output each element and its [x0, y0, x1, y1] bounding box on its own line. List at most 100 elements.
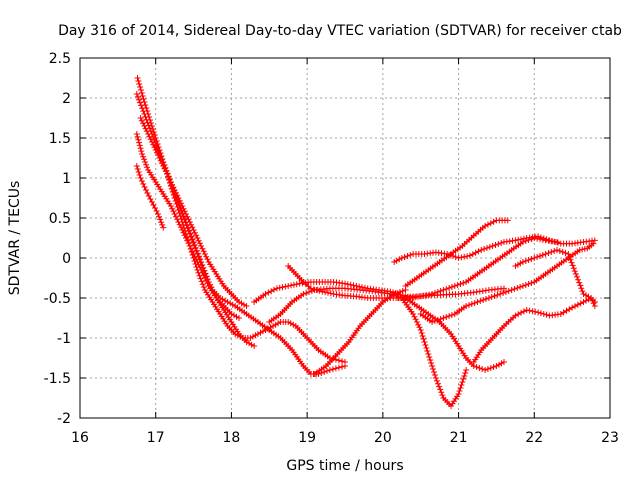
x-axis-label: GPS time / hours: [286, 458, 403, 474]
data-point-markers: [137, 175, 148, 190]
data-point-markers: [315, 347, 331, 360]
data-point-markers: [485, 285, 504, 293]
data-point-markers: [134, 75, 147, 102]
data-point-markers: [141, 111, 154, 135]
data-point-markers: [175, 195, 188, 215]
y-tick-label: 2.5: [49, 51, 71, 67]
data-point-markers: [497, 248, 513, 261]
data-point-markers: [175, 219, 188, 239]
data-point-markers: [183, 211, 196, 231]
data-point-markers: [171, 195, 185, 222]
x-tick-label: 16: [71, 430, 89, 446]
data-point-markers: [440, 312, 455, 321]
data-point-markers: [273, 283, 289, 292]
data-point-markers: [485, 256, 501, 269]
data-point-markers: [220, 303, 233, 315]
series-sat-i: [266, 285, 470, 409]
data-point-markers: [148, 123, 162, 150]
data-point-markers: [512, 308, 527, 319]
y-tick-label: 0: [62, 251, 71, 267]
series-sat-k: [391, 233, 598, 265]
data-point-markers: [470, 363, 486, 372]
data-point-markers: [228, 291, 241, 303]
data-point-marker: [236, 315, 242, 321]
data-point-markers: [417, 291, 433, 300]
data-point-markers: [133, 163, 143, 178]
data-point-marker: [590, 240, 597, 247]
data-point-marker: [554, 239, 560, 245]
chart-title: Day 316 of 2014, Sidereal Day-to-day VTE…: [58, 23, 622, 39]
data-point-markers: [429, 316, 444, 325]
data-point-markers: [402, 295, 418, 308]
data-point-markers: [580, 296, 592, 305]
series-sat-e: [133, 163, 167, 231]
data-point-markers: [391, 288, 406, 297]
data-point-markers: [425, 351, 438, 378]
x-tick-label: 18: [223, 430, 241, 446]
y-tick-label: 1.5: [49, 131, 71, 147]
data-point-markers: [463, 300, 478, 309]
data-point-markers: [379, 292, 395, 305]
data-point-markers: [300, 363, 312, 375]
data-point-markers: [470, 224, 486, 239]
data-point-markers: [391, 256, 403, 265]
data-point-markers: [152, 179, 165, 195]
data-point-markers: [463, 272, 479, 285]
data-point-marker: [243, 303, 250, 309]
data-point-markers: [289, 292, 305, 305]
x-tick-label: 22: [525, 430, 543, 446]
data-point-markers: [440, 284, 455, 293]
data-point-markers: [213, 295, 225, 307]
data-point-marker: [591, 299, 598, 305]
data-point-markers: [292, 323, 305, 335]
data-point-markers: [198, 267, 211, 287]
data-point-marker: [463, 367, 470, 373]
data-point-markers: [292, 271, 305, 283]
y-axis-label: SDTVAR / TECUs: [7, 181, 23, 296]
data-point-markers: [289, 347, 305, 367]
data-point-markers: [448, 244, 464, 257]
data-point-markers: [584, 242, 595, 252]
data-point-markers: [266, 327, 282, 340]
data-point-markers: [508, 240, 524, 253]
y-tick-label: -0.5: [44, 291, 71, 307]
data-point-markers: [482, 218, 497, 229]
data-point-markers: [474, 296, 489, 305]
series-sat-a: [134, 75, 348, 365]
data-point-markers: [554, 247, 569, 256]
axis-ticks: 16 17 18 19 20 21 22 23 2.5 2 1.5 1 0.5 0 -0.5 -1 -1.5 -2: [44, 51, 619, 446]
series-line: [136, 77, 346, 363]
data-point-markers: [243, 311, 259, 324]
data-point-markers: [455, 289, 474, 297]
data-point-markers: [243, 339, 255, 348]
series-sat-l: [402, 217, 511, 289]
data-point-markers: [436, 252, 452, 265]
data-point-markers: [307, 339, 320, 351]
data-point-markers: [512, 260, 524, 269]
data-point-markers: [300, 279, 312, 290]
data-point-markers: [319, 288, 334, 297]
data-point-markers: [569, 300, 584, 311]
data-point-markers: [470, 287, 489, 296]
x-tick-label: 20: [374, 430, 392, 446]
data-point-markers: [413, 303, 429, 316]
data-point-markers: [133, 91, 147, 115]
data-point-markers: [209, 299, 222, 315]
data-point-markers: [145, 131, 158, 151]
data-point-marker: [504, 217, 511, 224]
data-point-markers: [300, 331, 312, 343]
data-point-markers: [285, 281, 300, 289]
data-point-markers: [542, 248, 558, 257]
y-tick-label: -2: [57, 411, 71, 427]
series-sat-n: [402, 295, 507, 373]
data-point-markers: [236, 299, 247, 308]
data-point-markers: [224, 323, 237, 335]
data-point-markers: [531, 252, 546, 261]
data-point-markers: [137, 115, 150, 135]
data-point-markers: [232, 303, 248, 316]
series-sat-q: [512, 247, 598, 305]
data-point-markers: [217, 295, 229, 304]
data-point-markers: [213, 271, 226, 287]
data-point-markers: [155, 211, 166, 228]
